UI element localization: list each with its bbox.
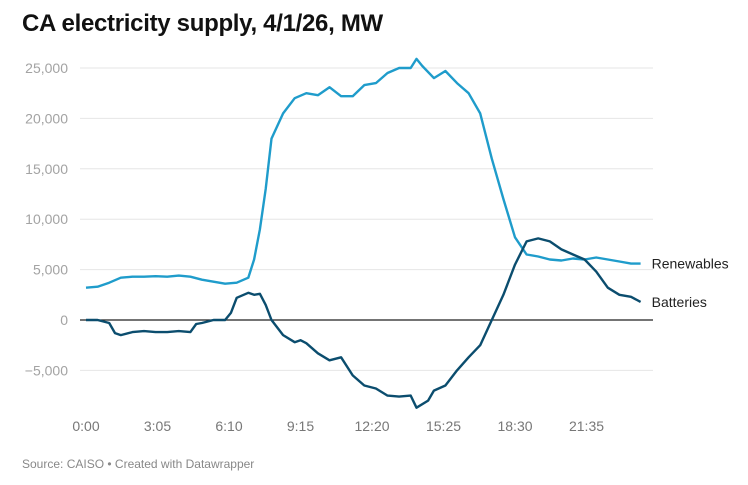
series-line-batteries xyxy=(86,237,642,409)
x-tick-label: 21:35 xyxy=(569,418,604,434)
y-tick-label: 0 xyxy=(60,312,68,328)
y-tick-label: 15,000 xyxy=(25,161,68,177)
x-tick-label: 12:20 xyxy=(354,418,389,434)
source-footer: Source: CAISO • Created with Datawrapper xyxy=(22,457,255,471)
series-line-renewables xyxy=(85,57,641,289)
series-label-batteries: Batteries xyxy=(652,294,707,310)
x-tick-label: 9:15 xyxy=(287,418,314,434)
series-label-renewables: Renewables xyxy=(652,256,729,272)
x-tick-label: 0:00 xyxy=(72,418,99,434)
y-tick-label: 25,000 xyxy=(25,60,68,76)
x-tick-label: 6:10 xyxy=(215,418,242,434)
x-tick-label: 15:25 xyxy=(426,418,461,434)
y-tick-label: 5,000 xyxy=(33,262,68,278)
x-tick-label: 18:30 xyxy=(497,418,532,434)
chart-title: CA electricity supply, 4/1/26, MW xyxy=(22,10,383,37)
x-tick-label: 3:05 xyxy=(144,418,171,434)
y-tick-label: 20,000 xyxy=(25,110,68,126)
y-tick-label: 10,000 xyxy=(25,211,68,227)
y-tick-label: −5,000 xyxy=(25,362,68,378)
